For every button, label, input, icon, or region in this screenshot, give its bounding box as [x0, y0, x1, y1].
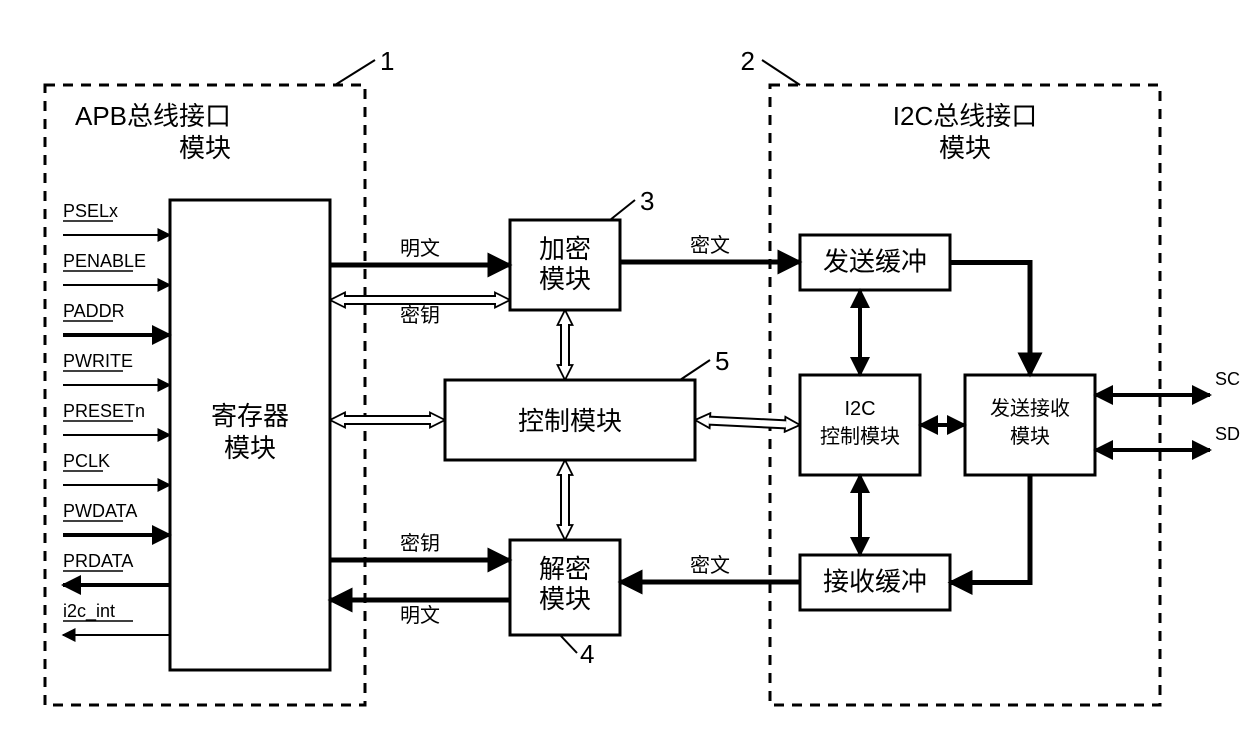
label: 密文 [690, 554, 730, 577]
signal-PWRITE: PWRITE [63, 351, 133, 371]
label: 密钥 [400, 304, 440, 327]
control-id: 5 [715, 346, 729, 376]
decrypt-id: 4 [580, 639, 594, 669]
i2c-title-l1: I2C总线接口 [893, 101, 1037, 131]
label-SDA: SDA [1215, 424, 1240, 444]
label: 明文 [400, 604, 440, 627]
encrypt-l2: 模块 [539, 264, 591, 294]
signal-i2c_int: i2c_int [63, 601, 115, 622]
signal-PRDATA: PRDATA [63, 551, 133, 571]
signal-PADDR: PADDR [63, 301, 125, 321]
i2c-ctrl-l1: I2C [844, 398, 875, 420]
rx-buffer-label: 接收缓冲 [823, 567, 927, 597]
signal-PWDATA: PWDATA [63, 501, 137, 521]
label: 密文 [690, 234, 730, 257]
signal-PENABLE: PENABLE [63, 251, 146, 271]
edge-txrx-rx [950, 475, 1030, 583]
register-l1: 寄存器 [211, 401, 289, 431]
register-l2: 模块 [224, 433, 276, 463]
apb-id: 1 [380, 46, 394, 76]
edge [610, 200, 635, 220]
i2c-ctrl-l2: 控制模块 [820, 425, 900, 448]
label: 密钥 [400, 532, 440, 555]
encrypt-l1: 加密 [539, 234, 591, 264]
txrx-l1: 发送接收 [990, 397, 1070, 420]
edge [560, 635, 577, 653]
encrypt-id: 3 [640, 186, 654, 216]
apb-title-l2: 模块 [179, 133, 231, 163]
txrx-l2: 模块 [1010, 425, 1050, 448]
edge-tx-txrx [950, 263, 1030, 376]
label-SCL: SCL [1215, 369, 1240, 389]
control-label: 控制模块 [518, 406, 622, 436]
tx-buffer-label: 发送缓冲 [823, 247, 927, 277]
signal-PRESETn: PRESETn [63, 401, 145, 421]
decrypt-l1: 解密 [539, 554, 591, 584]
apb-leader [335, 60, 375, 85]
i2c-leader [762, 60, 800, 85]
signal-PSELx: PSELx [63, 201, 118, 221]
decrypt-l2: 模块 [539, 584, 591, 614]
i2c-ctrl-box [800, 375, 920, 475]
edge [680, 360, 710, 380]
signal-PCLK: PCLK [63, 451, 110, 471]
block-diagram: APB总线接口模块1I2C总线接口模块2寄存器模块加密模块3解密模块4控制模块5… [0, 0, 1240, 750]
label: 明文 [400, 237, 440, 260]
txrx-box [965, 375, 1095, 475]
i2c-title-l2: 模块 [939, 133, 991, 163]
i2c-id: 2 [741, 46, 755, 76]
apb-title-l1: APB总线接口 [75, 101, 231, 131]
